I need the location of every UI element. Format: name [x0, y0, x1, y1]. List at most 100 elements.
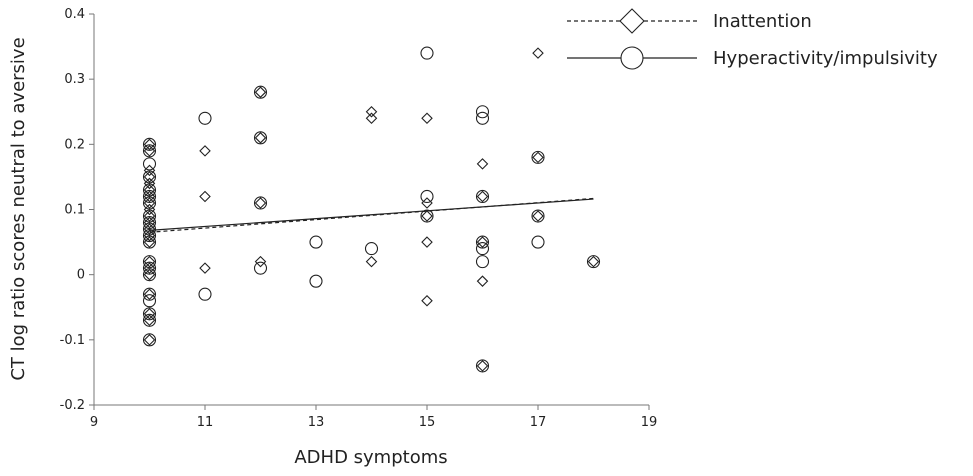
legend-circle-icon [620, 46, 644, 70]
hyperactivity-point [475, 235, 490, 249]
inattention-point [143, 334, 156, 346]
x-tick-label: 17 [530, 415, 547, 430]
hyperactivity-point [475, 189, 490, 204]
hyperactivity-point [142, 222, 157, 236]
legend-diamond-icon [619, 8, 645, 34]
y-tick-label: -0.2 [60, 398, 85, 413]
legend: Inattention Hyperactivity/impulsivity [567, 8, 938, 70]
inattention-point [199, 190, 211, 203]
hyperactivity-point [253, 261, 268, 275]
x-tick-label: 11 [197, 415, 214, 430]
hyperactivity-point [253, 85, 268, 99]
inattention-point [365, 255, 378, 268]
x-tick-label: 15 [419, 415, 436, 430]
x-axis-title: ADHD symptoms [294, 447, 447, 468]
hyperactivity-point [142, 170, 157, 184]
y-tick-label: 0.1 [64, 203, 85, 218]
y-tick-label: 0.2 [64, 137, 85, 152]
hyperactivity-point [142, 183, 157, 197]
legend-label-inattention: Inattention [713, 11, 812, 32]
inattention-point [143, 288, 156, 300]
legend-label-hyperactivity: Hyperactivity/impulsivity [713, 48, 938, 69]
hyperactivity-point [142, 294, 157, 308]
inattention-point [476, 360, 489, 372]
inattention-point [476, 275, 489, 287]
inattention-point [254, 132, 267, 144]
hyperactivity-point [420, 209, 434, 223]
y-tick-label: -0.1 [60, 333, 85, 348]
hyperactivity-point [142, 157, 157, 171]
inattention-point [587, 255, 600, 268]
hyperactivity-point [531, 150, 545, 164]
inattention-point [421, 294, 433, 307]
hyperactivity-point [420, 46, 434, 60]
hyperactivity-point [142, 229, 157, 243]
inattention-point [476, 236, 489, 248]
x-tick-label: 13 [308, 415, 325, 430]
y-tick-label: 0.4 [64, 7, 85, 22]
hyperactivity-point [142, 255, 157, 269]
hyperactivity-point [253, 196, 268, 210]
hyperactivity-point [475, 105, 490, 119]
inattention-point [143, 210, 156, 222]
hyperactivity-point [142, 261, 157, 275]
hyperactivity-point [142, 268, 157, 282]
hyperactivity-point [142, 333, 157, 347]
inattention-point [143, 171, 156, 183]
y-tick-label: 0 [77, 268, 85, 283]
hyperactivity-point [475, 359, 490, 373]
hyperactivity-point [531, 209, 545, 223]
inattention-point [199, 145, 211, 157]
inattention-point [143, 255, 156, 268]
inattention-point [143, 138, 156, 151]
inattention-point [421, 236, 433, 248]
inattention-point [143, 307, 156, 320]
inattention-point [532, 151, 544, 164]
inattention-point [143, 184, 156, 196]
hyperactivity-trend-line [149, 198, 594, 231]
hyperactivity-point [253, 131, 268, 145]
hyperactivity-point [309, 235, 323, 249]
inattention-point [254, 255, 267, 268]
hyperactivity-point [198, 287, 212, 301]
inattention-point [365, 105, 378, 118]
inattention-point [532, 47, 544, 59]
hyperactivity-point [364, 242, 379, 256]
hyperactivity-point [475, 111, 490, 125]
hyperactivity-point [142, 215, 157, 230]
inattention-point [199, 262, 211, 274]
x-tick-label: 9 [90, 415, 98, 430]
hyperactivity-point [309, 274, 323, 288]
inattention-point [421, 112, 433, 125]
data-points [142, 46, 601, 373]
x-tick-label: 19 [641, 415, 658, 430]
inattention-point [421, 210, 433, 222]
inattention-point [532, 210, 544, 222]
inattention-point [476, 190, 489, 203]
axes: -0.2 -0.1 0 0.1 0.2 0.3 0.4 9 11 13 15 17 19 [60, 7, 658, 430]
hyperactivity-point [475, 242, 490, 256]
hyperactivity-point [475, 255, 490, 269]
hyperactivity-point [142, 287, 157, 301]
hyperactivity-point [142, 196, 157, 210]
hyperactivity-point [142, 313, 157, 327]
hyperactivity-point [142, 209, 157, 223]
inattention-point [254, 86, 267, 98]
hyperactivity-point [142, 235, 157, 249]
trend-lines [149, 197, 594, 233]
hyperactivity-point [420, 189, 434, 204]
hyperactivity-point [586, 255, 601, 269]
hyperactivity-point [142, 189, 157, 204]
inattention-point [476, 158, 489, 170]
y-axis-title: CT log ratio scores neutral to aversive [8, 37, 29, 380]
hyperactivity-point [531, 235, 545, 249]
hyperactivity-point [142, 307, 157, 321]
inattention-point [365, 112, 378, 125]
hyperactivity-point [142, 137, 157, 151]
hyperactivity-point [142, 144, 157, 158]
y-tick-label: 0.3 [64, 72, 85, 87]
inattention-point [254, 197, 267, 209]
hyperactivity-point [198, 111, 212, 125]
